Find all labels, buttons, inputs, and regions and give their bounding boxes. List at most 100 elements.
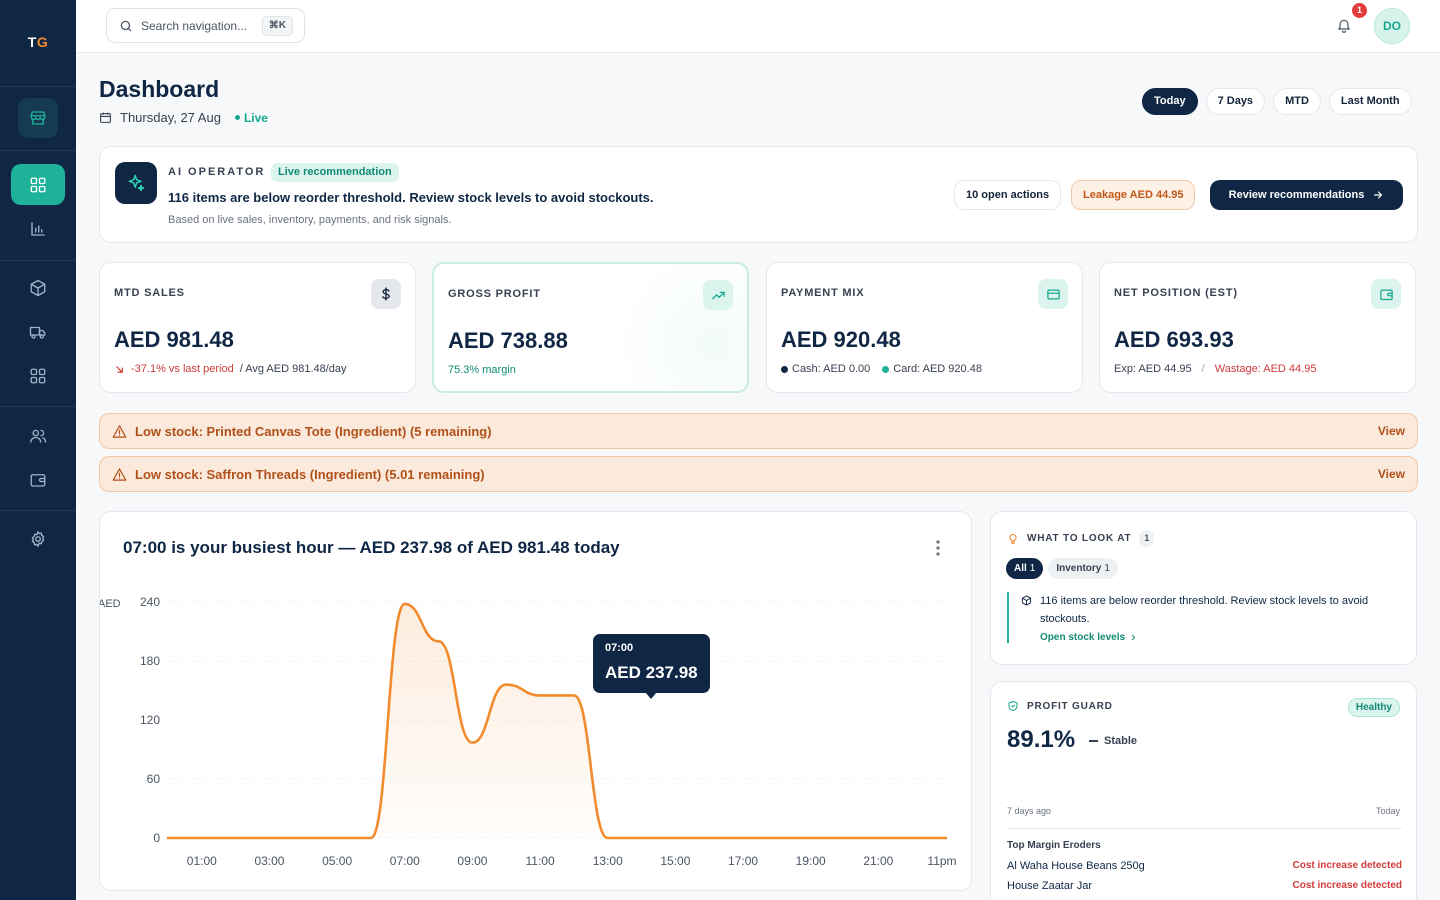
chart-tooltip: 07:00 AED 237.98 bbox=[593, 634, 710, 699]
kpi-title: GROSS PROFIT bbox=[448, 288, 541, 300]
card-share: Card: AED 920.48 bbox=[882, 363, 982, 375]
chart-title: 07:00 is your busiest hour — AED 237.98 … bbox=[123, 538, 620, 557]
cash-dot bbox=[781, 365, 788, 373]
kpi-icon-tile bbox=[703, 280, 733, 310]
box-icon bbox=[1021, 595, 1032, 606]
eroder-row[interactable]: Al Waha House Beans 250g Cost increase d… bbox=[1007, 860, 1402, 872]
shortcut-hint: ⌘K bbox=[261, 16, 293, 36]
kpi-subline: Exp: AED 44.95 / Wastage: AED 44.95 bbox=[1114, 363, 1316, 375]
live-indicator: Live bbox=[234, 111, 268, 125]
sidebar-item-inventory[interactable] bbox=[18, 268, 58, 308]
apps-icon bbox=[30, 368, 46, 384]
divider bbox=[1007, 828, 1402, 829]
store-icon bbox=[30, 111, 46, 125]
eroder-name: Al Waha House Beans 250g bbox=[1007, 860, 1145, 872]
eroder-row[interactable]: House Zaatar Jar Cost increase detected bbox=[1007, 880, 1402, 892]
sidebar-item-deliveries[interactable] bbox=[18, 312, 58, 352]
bell-icon bbox=[1338, 19, 1350, 33]
what-to-look-at-card: WHAT TO LOOK AT 1 All 1 Inventory 1 116 it… bbox=[990, 511, 1417, 665]
lightbulb-icon bbox=[1009, 533, 1017, 544]
warning-icon bbox=[112, 467, 127, 481]
sidebar-item-customers[interactable] bbox=[18, 416, 58, 456]
sidebar-item-dashboard[interactable] bbox=[11, 164, 65, 205]
live-recommendation-badge: Live recommendation bbox=[271, 163, 399, 182]
period-today[interactable]: Today bbox=[1142, 88, 1198, 115]
page-title: Dashboard bbox=[99, 76, 220, 102]
more-vertical-icon bbox=[936, 540, 940, 556]
sidebar-divider bbox=[0, 260, 76, 261]
sidebar-divider bbox=[0, 510, 76, 511]
y-tick-label: 0 bbox=[153, 831, 160, 845]
gear-icon bbox=[31, 530, 45, 548]
y-tick-label: 180 bbox=[140, 654, 160, 668]
alert-text: Low stock: Saffron Threads (Ingredient) … bbox=[135, 466, 485, 482]
tooltip-time: 07:00 bbox=[605, 642, 633, 654]
sparkle-icon bbox=[128, 174, 145, 192]
store-button[interactable] bbox=[18, 98, 58, 138]
more-options-button[interactable] bbox=[926, 538, 950, 558]
low-stock-alert: Low stock: Printed Canvas Tote (Ingredie… bbox=[99, 413, 1418, 449]
kpi-gross-profit[interactable]: GROSS PROFIT AED 738.88 75.3% margin bbox=[432, 262, 749, 393]
users-icon bbox=[30, 429, 47, 443]
ai-icon-tile bbox=[115, 162, 157, 204]
y-tick-label: 120 bbox=[140, 713, 160, 727]
current-date: Thursday, 27 Aug bbox=[120, 110, 221, 125]
filter-inventory[interactable]: Inventory 1 bbox=[1048, 558, 1118, 579]
search-box[interactable]: ⌘K bbox=[106, 8, 305, 43]
open-actions-pill[interactable]: 10 open actions bbox=[954, 180, 1062, 210]
sales-chart: AED 0 60 120 180 240 01:00 03:00 05:00 07:00 09:… bbox=[100, 595, 957, 868]
open-stock-levels-link[interactable]: Open stock levels bbox=[1040, 632, 1402, 643]
ai-operator-card: AI OPERATOR Live recommendation 116 item… bbox=[99, 146, 1418, 243]
trend-up-icon bbox=[711, 291, 725, 299]
sidebar-divider bbox=[0, 86, 76, 87]
leakage-pill[interactable]: Leakage AED 44.95 bbox=[1071, 180, 1196, 210]
sidebar-item-wallet[interactable] bbox=[18, 460, 58, 500]
sales-change: -37.1% vs last period bbox=[131, 363, 234, 375]
kpi-title: MTD SALES bbox=[114, 287, 185, 299]
x-tick-label: 05:00 bbox=[322, 854, 352, 868]
panel-title: PROFIT GUARD bbox=[1027, 700, 1113, 712]
range-end: Today bbox=[1375, 806, 1400, 816]
notification-badge: 1 bbox=[1352, 3, 1367, 18]
period-selector: Today 7 Days MTD Last Month bbox=[1142, 88, 1412, 115]
guard-score: 89.1% bbox=[1007, 726, 1076, 753]
eroder-name: House Zaatar Jar bbox=[1007, 880, 1092, 892]
period-mtd[interactable]: MTD bbox=[1273, 88, 1321, 115]
bar-chart-icon bbox=[31, 222, 45, 236]
review-recommendations-label: Review recommendations bbox=[1228, 189, 1365, 201]
x-tick-label: 19:00 bbox=[796, 854, 826, 868]
tooltip-box bbox=[593, 634, 710, 693]
kpi-mtd-sales[interactable]: MTD SALES AED 981.48 -37.1% vs last peri… bbox=[99, 262, 416, 393]
panel-header: PROFIT GUARD bbox=[1007, 700, 1113, 712]
sidebar-item-catalog[interactable] bbox=[18, 356, 58, 396]
x-tick-label: 21:00 bbox=[863, 854, 893, 868]
notifications-button[interactable] bbox=[1333, 14, 1355, 36]
wallet-icon bbox=[30, 474, 46, 487]
review-recommendations-button[interactable]: Review recommendations bbox=[1210, 180, 1403, 210]
sidebar-item-settings[interactable] bbox=[18, 519, 58, 559]
y-axis-unit: AED bbox=[100, 598, 121, 610]
chevron-right-icon bbox=[1131, 634, 1136, 641]
logo[interactable]: TG bbox=[27, 34, 49, 50]
alert-view-link[interactable]: View bbox=[1377, 467, 1405, 481]
profit-guard-card: PROFIT GUARD Healthy 89.1% Stable 7 days… bbox=[990, 681, 1417, 900]
period-7-days[interactable]: 7 Days bbox=[1205, 88, 1266, 115]
x-tick-label: 09:00 bbox=[457, 854, 487, 868]
kpi-subline: -37.1% vs last period / Avg AED 981.48/d… bbox=[114, 363, 347, 375]
search-input[interactable] bbox=[141, 18, 253, 33]
kpi-net-position[interactable]: NET POSITION (EST) AED 693.93 Exp: AED 4… bbox=[1099, 262, 1416, 393]
area-fill bbox=[168, 603, 946, 838]
kpi-payment-mix[interactable]: PAYMENT MIX AED 920.48 Cash: AED 0.00 Ca… bbox=[766, 262, 1083, 393]
arrow-right-icon bbox=[1374, 191, 1383, 199]
filter-all[interactable]: All 1 bbox=[1006, 558, 1044, 579]
sidebar-item-reports[interactable] bbox=[18, 209, 58, 249]
sidebar-divider bbox=[0, 406, 76, 407]
insight-item: 116 items are below reorder threshold. R… bbox=[1007, 592, 1402, 643]
series-line bbox=[166, 602, 948, 840]
alert-view-link[interactable]: View bbox=[1377, 424, 1405, 438]
sales-average: / Avg AED 981.48/day bbox=[239, 363, 347, 375]
period-last-month[interactable]: Last Month bbox=[1328, 88, 1412, 115]
topbar: ⌘K 1 DO bbox=[76, 0, 1440, 53]
avatar[interactable]: DO bbox=[1374, 8, 1410, 44]
sidebar: TG bbox=[0, 0, 76, 900]
